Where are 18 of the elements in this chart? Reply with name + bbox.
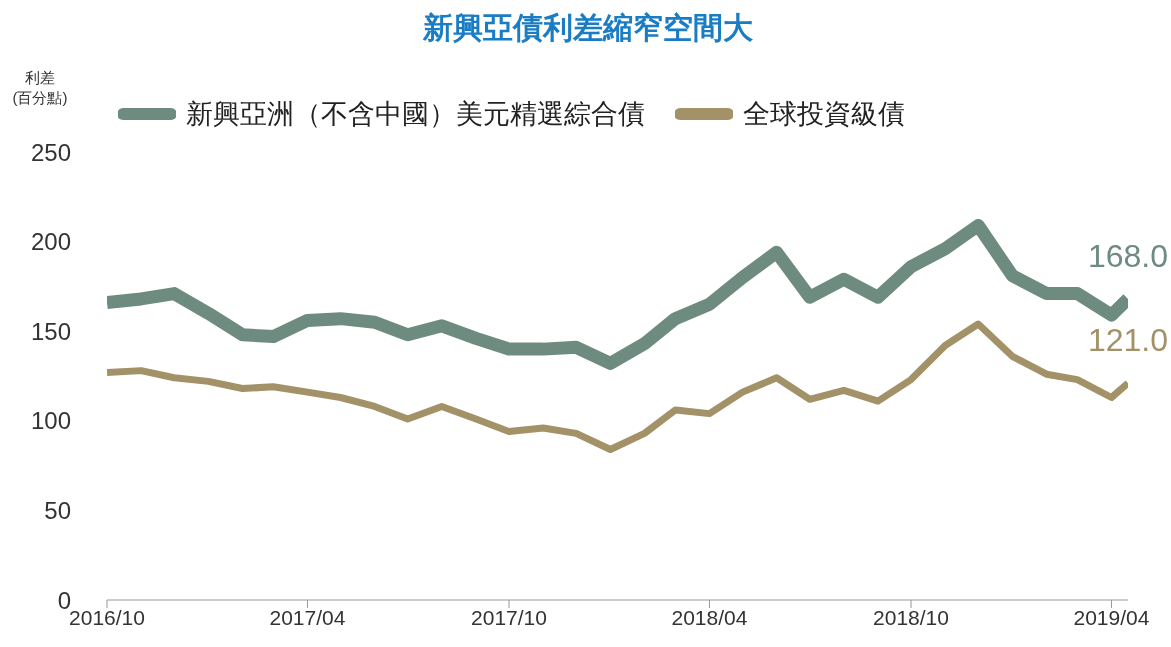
y-tick-label: 150 bbox=[30, 317, 71, 345]
x-tick-label: 2016/10 bbox=[69, 605, 145, 629]
x-tick-label: 2018/04 bbox=[671, 605, 748, 629]
y-tick-label: 100 bbox=[30, 407, 71, 435]
y-tick-label: 50 bbox=[44, 496, 71, 524]
y-tick-label: 200 bbox=[30, 228, 71, 256]
data-label: 168.0 bbox=[1087, 237, 1168, 274]
legend-label: 新興亞洲（不含中國）美元精選綜合債 bbox=[186, 98, 645, 131]
x-tick-label: 2017/04 bbox=[269, 605, 346, 629]
y-axis-title: 利差 (百分點) bbox=[11, 68, 69, 108]
chart-title: 新興亞債利差縮窄空間大 bbox=[422, 10, 754, 46]
y-tick-label: 0 bbox=[57, 586, 71, 614]
y-tick-label: 250 bbox=[30, 138, 71, 166]
x-tick-label: 2018/10 bbox=[873, 605, 949, 629]
x-tick-label: 2017/10 bbox=[471, 605, 547, 629]
x-tick-label: 2019/04 bbox=[1073, 605, 1150, 629]
data-label: 121.0 bbox=[1087, 322, 1168, 359]
legend-label: 全球投資級債 bbox=[743, 98, 905, 131]
